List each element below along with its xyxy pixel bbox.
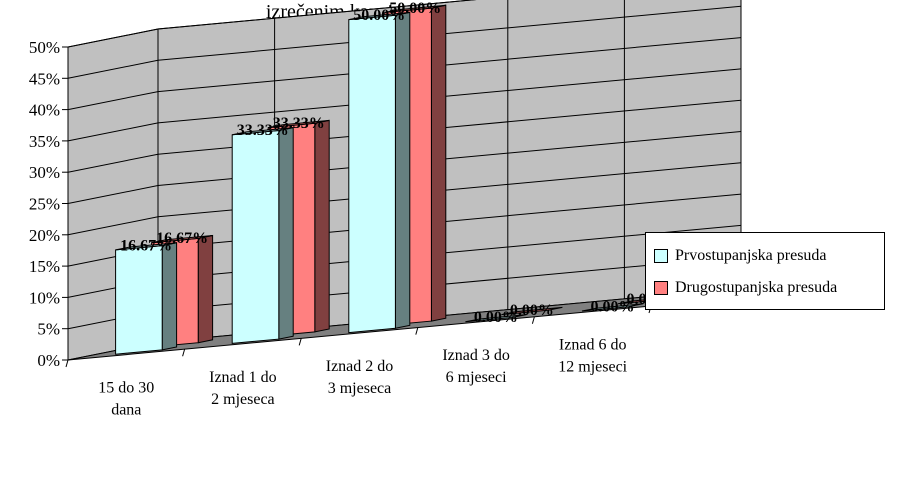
y-tick-label: 40%: [29, 101, 60, 120]
y-tick-label: 30%: [29, 163, 60, 182]
bar: [581, 303, 644, 312]
y-tick-label: 0%: [37, 351, 60, 370]
bar-top: [115, 242, 177, 251]
y-tick-label: 25%: [29, 195, 60, 214]
y-tick-label: 50%: [29, 38, 60, 57]
data-label: 0.00%: [591, 298, 635, 315]
x-tick-mark: [182, 349, 186, 357]
data-label: 50.00%: [353, 7, 405, 24]
bar-side: [161, 242, 178, 351]
legend-label-series-1: Prvostupanjska presuda: [675, 247, 827, 264]
bar-top: [151, 235, 213, 244]
gridline: [67, 68, 742, 142]
bar-side: [197, 234, 214, 344]
bar-front: [115, 245, 163, 355]
y-tick-label: 45%: [29, 69, 60, 88]
category-label-line: 2 mjeseca: [211, 391, 275, 408]
data-label: 50.00%: [389, 0, 441, 17]
bar: [465, 314, 527, 323]
gridline: [67, 131, 742, 204]
x-tick-mark: [298, 338, 302, 346]
category-label-line: 3 mjeseca: [328, 380, 392, 397]
bar: [348, 11, 411, 334]
gridline: [67, 0, 477, 48]
bar-side: [314, 119, 330, 333]
x-tick-mark: [415, 327, 419, 335]
category-label-line: dana: [111, 402, 141, 419]
gridline: [67, 99, 742, 173]
data-label: 0.00%: [510, 302, 554, 319]
legend-swatch-series-2: [654, 281, 668, 295]
bar-top: [232, 127, 294, 136]
data-label: 33.33%: [273, 115, 325, 132]
bar-top: [348, 11, 410, 21]
y-tick-label: 5%: [37, 320, 60, 339]
y-tick-label: 10%: [29, 288, 60, 307]
bar-top: [581, 303, 644, 312]
gridline: [67, 5, 742, 79]
category-label-line: Iznad 1 do: [209, 369, 277, 386]
bar-front: [348, 14, 396, 334]
bar-top: [268, 119, 330, 129]
y-tick-label: 20%: [29, 226, 60, 245]
category-label-line: 6 mjeseci: [446, 369, 507, 386]
bar: [231, 126, 294, 344]
data-label: 33.33%: [237, 122, 289, 139]
data-label: 0.00%: [474, 309, 518, 326]
bar: [115, 242, 178, 355]
bar-front: [231, 129, 280, 344]
legend-item-series-2: Drugostupanjska presuda: [654, 277, 837, 299]
category-label-line: 15 do 30: [98, 380, 154, 397]
category-label: 15 do 30 dana: [98, 380, 154, 419]
bar-top: [501, 306, 563, 316]
bar-side: [430, 4, 447, 322]
category-label: Iznad 1 do 2 mjeseca: [209, 369, 277, 408]
legend-label-series-2: Drugostupanjska presuda: [675, 279, 838, 296]
data-label: 16.67%: [120, 237, 172, 254]
y-tick-label: 35%: [29, 132, 60, 151]
legend: Prvostupanjska presuda Drugostupanjska p…: [645, 232, 885, 310]
legend-swatch-series-1: [654, 249, 668, 263]
category-label-line: Iznad 2 do: [326, 358, 394, 375]
bar-side: [278, 126, 294, 340]
category-label: Iznad 2 do 3 mjeseca: [326, 358, 394, 397]
y-tick-label: 15%: [29, 257, 60, 276]
category-label-line: Iznad 3 do: [442, 347, 510, 364]
bar-top: [465, 314, 527, 323]
gridline: [67, 162, 742, 236]
category-label-line: 12 mjeseci: [558, 358, 627, 375]
x-tick-mark: [531, 316, 535, 324]
bar-side: [394, 11, 411, 329]
x-tick-mark: [65, 359, 69, 368]
bar-top: [384, 4, 446, 13]
bar: [501, 306, 563, 316]
category-label-line: Iznad 6 do: [559, 336, 627, 353]
category-label: Iznad 6 do 12 mjeseci: [558, 336, 627, 375]
data-label: 16.67%: [156, 230, 208, 247]
gridline: [67, 37, 742, 111]
legend-item-series-1: Prvostupanjska presuda: [654, 245, 827, 267]
category-label: Iznad 3 do 6 mjeseci: [442, 347, 510, 386]
